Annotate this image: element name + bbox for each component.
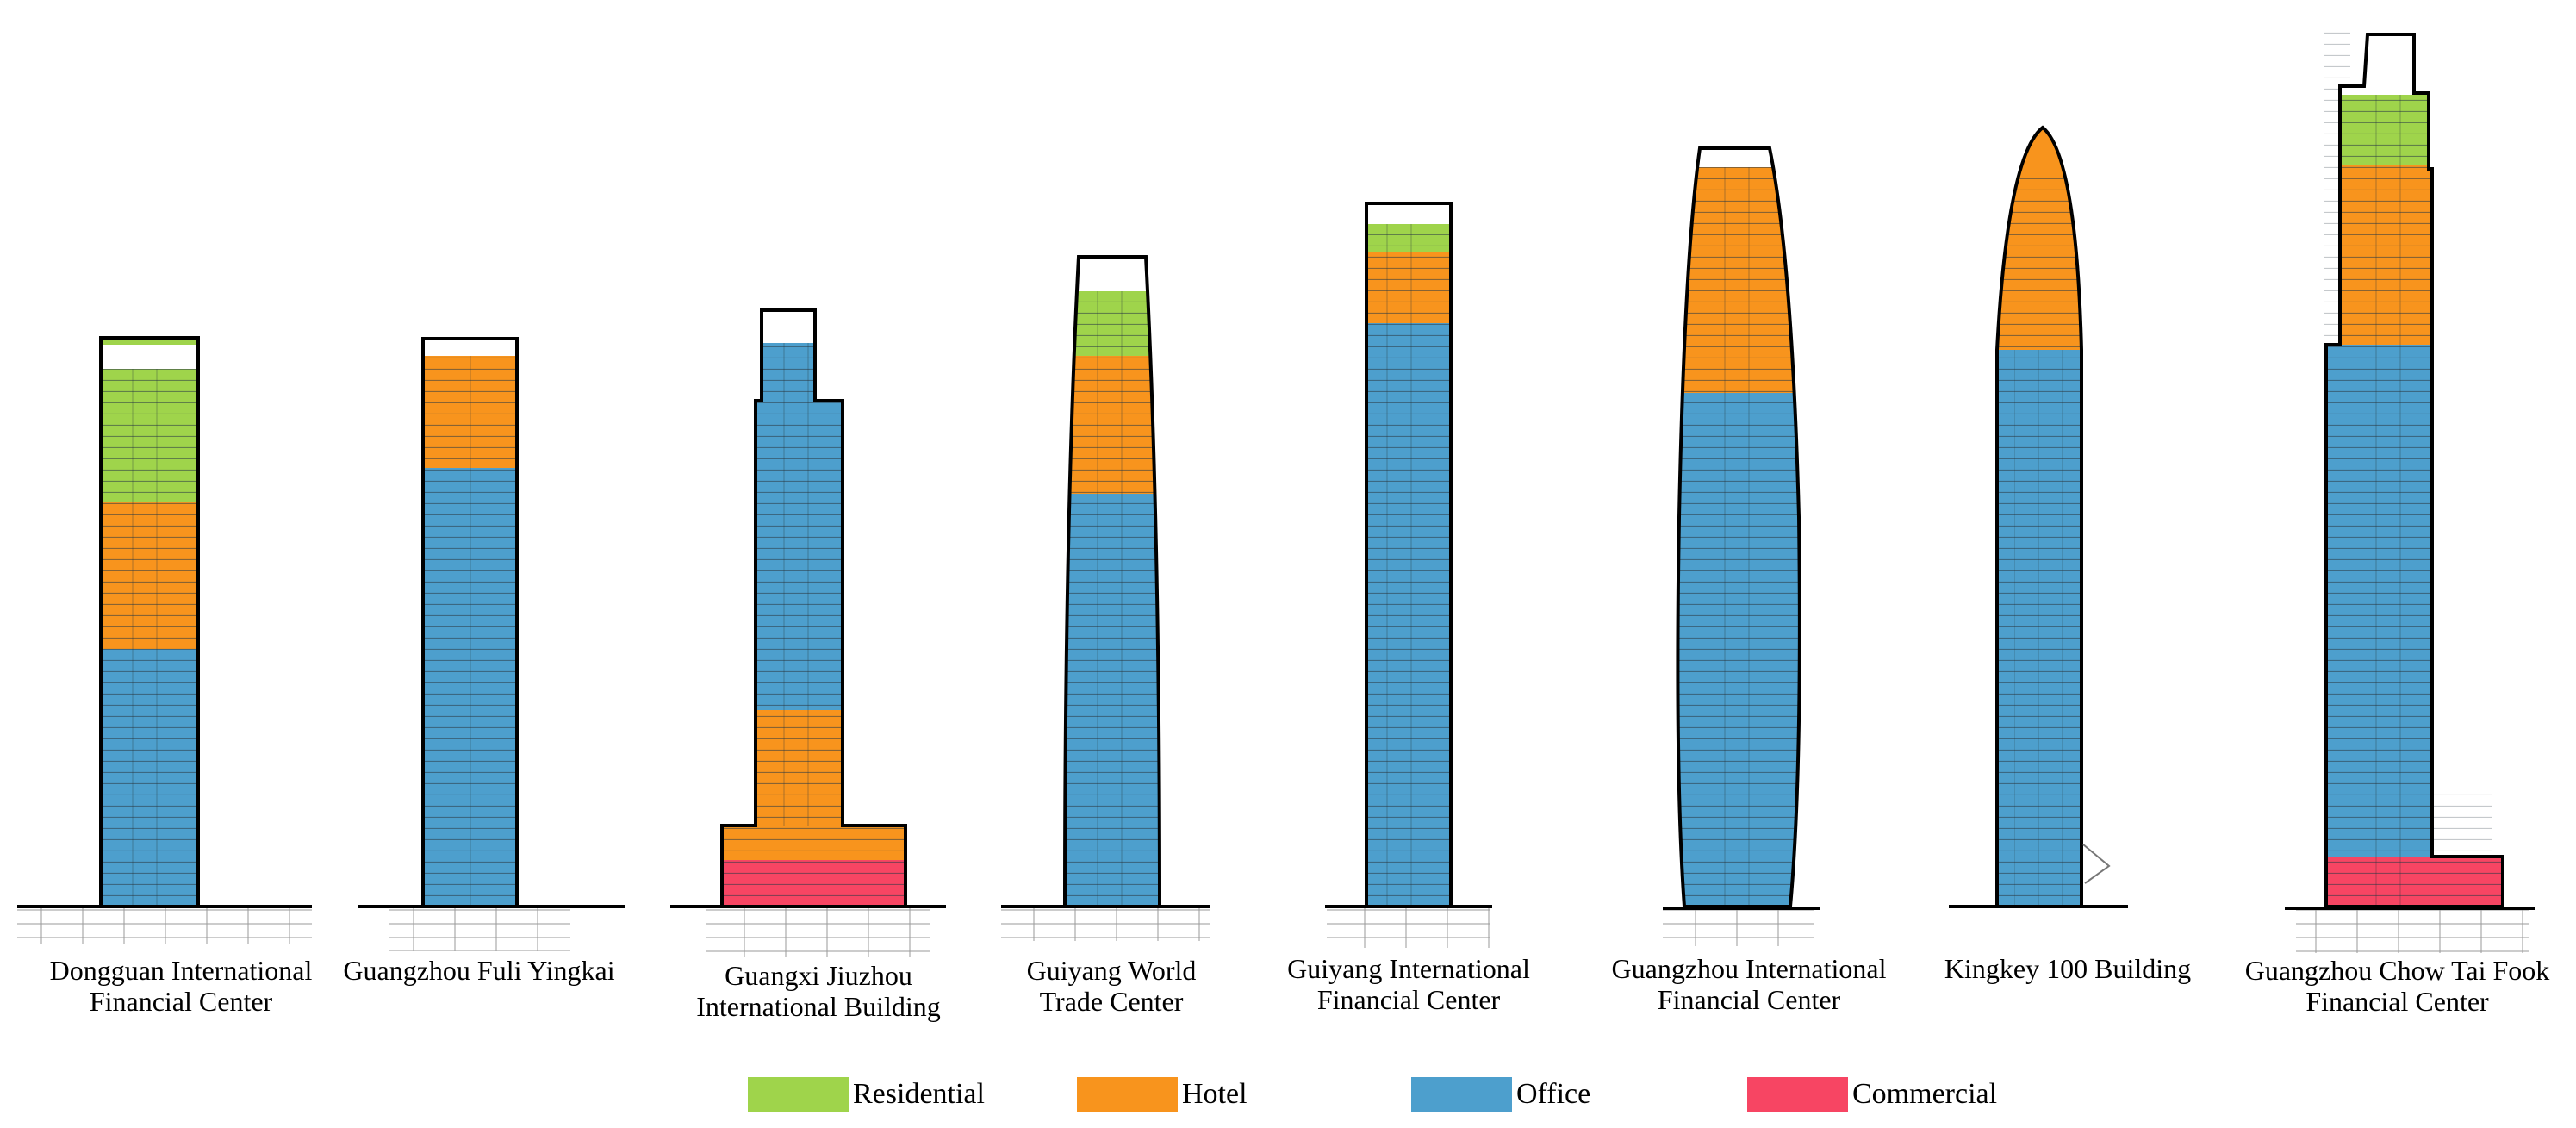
basement: [1663, 910, 1814, 946]
label-line: Financial Center: [2305, 986, 2489, 1017]
podium-sketch: [2082, 844, 2111, 884]
label-ctf: Guangzhou Chow Tai Fook Financial Center: [2223, 955, 2572, 1017]
label-guangzhou-ifc: Guangzhou International Financial Center: [1568, 953, 1930, 1015]
label-line: Financial Center: [1316, 984, 1501, 1015]
tower-outline: [2324, 33, 2504, 908]
label-line: Kingkey 100 Building: [1944, 953, 2192, 984]
label-kingkey: Kingkey 100 Building: [1895, 953, 2240, 984]
legend-label: Residential: [853, 1078, 985, 1110]
label-line: Financial Center: [1657, 984, 1841, 1015]
building-guangzhou-ifc: [1663, 146, 1820, 946]
legend-label: Hotel: [1182, 1078, 1248, 1110]
label-line: Guiyang International: [1287, 953, 1530, 984]
building-kingkey: [1949, 125, 2128, 908]
building-guiyang-ifc: [1325, 202, 1492, 948]
label-jiuzhou: Guangxi Jiuzhou International Building: [646, 960, 991, 1022]
residential-zone: [101, 338, 198, 345]
label-line: Financial Center: [89, 986, 273, 1017]
legend-swatch: [1747, 1077, 1848, 1112]
podium-sketch: [2432, 789, 2492, 857]
building-ctf: [2285, 29, 2535, 953]
legend-swatch: [748, 1077, 849, 1112]
label-line: Guangzhou International: [1611, 953, 1887, 984]
basement: [1001, 908, 1210, 941]
building-fuli: [358, 337, 625, 951]
legend-label: Office: [1516, 1078, 1591, 1110]
legend-swatch: [1077, 1077, 1178, 1112]
label-guiyang-wtc: Guiyang World Trade Center: [974, 955, 1249, 1017]
label-guiyang-ifc: Guiyang International Financial Center: [1236, 953, 1581, 1015]
label-dongguan: Dongguan International Financial Center: [9, 955, 353, 1017]
label-line: International Building: [696, 991, 941, 1022]
legend-swatch: [1411, 1077, 1512, 1112]
label-line: Guangxi Jiuzhou: [725, 960, 912, 991]
label-line: Guangzhou Chow Tai Fook: [2244, 955, 2550, 986]
label-line: Dongguan International: [49, 955, 313, 986]
basement: [2296, 910, 2529, 953]
building-jiuzhou: [670, 308, 946, 957]
basement: [17, 905, 312, 944]
label-line: Guiyang World: [1026, 955, 1197, 986]
label-fuli: Guangzhou Fuli Yingkai: [324, 955, 634, 986]
building-dongguan: [17, 336, 312, 944]
label-line: Trade Center: [1039, 986, 1184, 1017]
basement: [1327, 908, 1490, 948]
label-line: Guangzhou Fuli Yingkai: [343, 955, 615, 986]
basement: [706, 908, 930, 957]
building-guiyang-wtc: [1001, 255, 1210, 941]
legend-label: Commercial: [1852, 1078, 1998, 1110]
basement: [389, 907, 570, 951]
